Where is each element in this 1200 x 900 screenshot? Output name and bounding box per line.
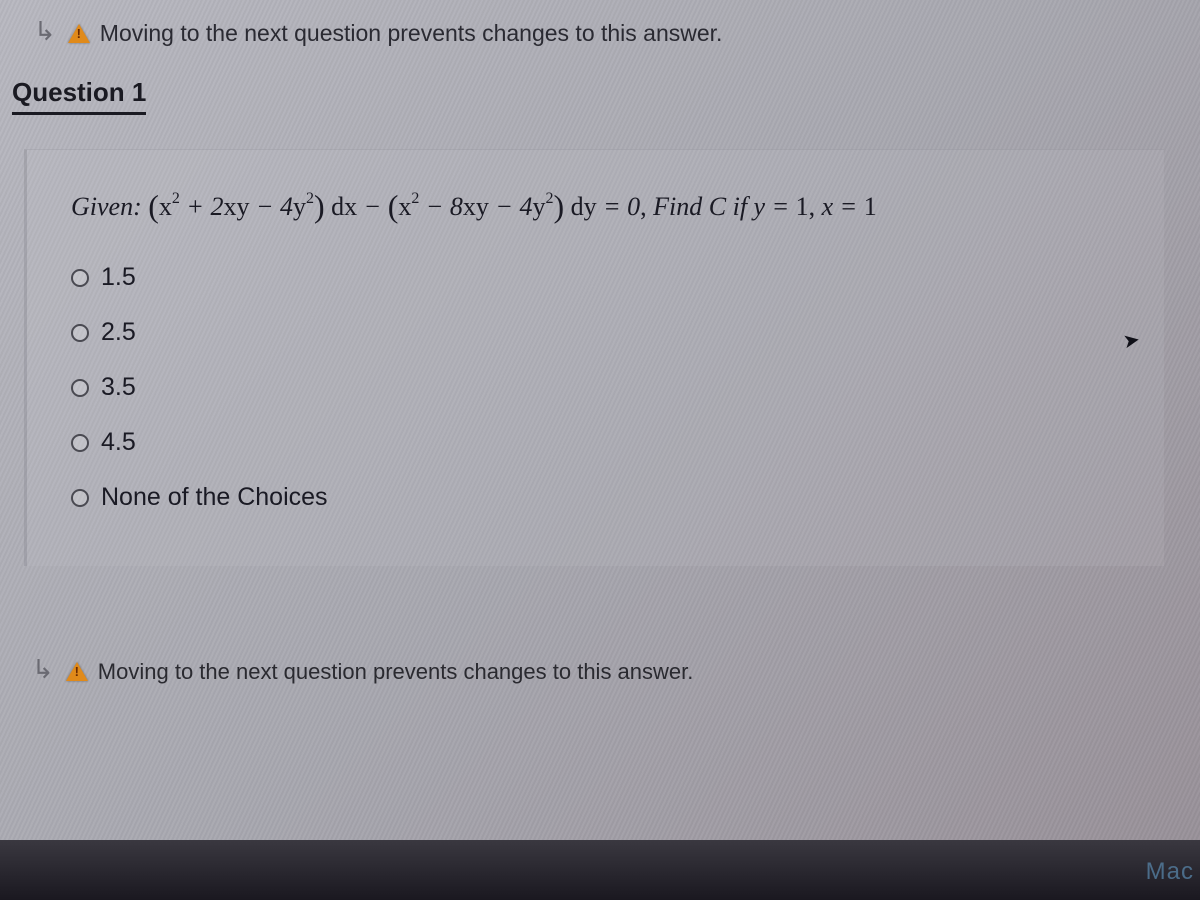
radio-icon	[71, 269, 89, 287]
radio-icon	[71, 489, 89, 507]
warning-icon	[66, 662, 88, 681]
option-2[interactable]: 2.5	[71, 318, 1130, 347]
question-prompt: Given: (x2 + 2xy − 4y2) dx − (x2 − 8xy −…	[71, 186, 1130, 223]
watermark-label: Mac	[1146, 858, 1194, 886]
question-box: Given: (x2 + 2xy − 4y2) dx − (x2 − 8xy −…	[24, 149, 1164, 566]
option-label: 3.5	[101, 373, 136, 402]
top-warning-row: ↳ Moving to the next question prevents c…	[34, 18, 1172, 49]
question-header: Question 1	[12, 77, 146, 115]
options-group: 1.5 2.5 3.5 4.5 None of the Choices	[71, 263, 1130, 512]
reply-arrow-icon: ↳	[34, 16, 56, 47]
option-5[interactable]: None of the Choices	[71, 483, 1130, 512]
bottom-dark-bar	[0, 840, 1200, 900]
radio-icon	[71, 434, 89, 452]
prompt-prefix: Given:	[71, 192, 148, 221]
radio-icon	[71, 324, 89, 342]
quiz-page: ↳ Moving to the next question prevents c…	[0, 0, 1200, 687]
warning-icon	[68, 24, 90, 43]
option-1[interactable]: 1.5	[71, 263, 1130, 292]
radio-icon	[71, 379, 89, 397]
option-label: None of the Choices	[101, 483, 328, 512]
reply-arrow-icon: ↳	[32, 654, 54, 685]
option-label: 1.5	[101, 263, 136, 292]
option-4[interactable]: 4.5	[71, 428, 1130, 457]
option-label: 2.5	[101, 318, 136, 347]
option-3[interactable]: 3.5	[71, 373, 1130, 402]
warning-text-bottom: Moving to the next question prevents cha…	[98, 659, 694, 685]
bottom-warning-row: ↳ Moving to the next question prevents c…	[32, 656, 1172, 687]
warning-text-top: Moving to the next question prevents cha…	[100, 20, 723, 47]
option-label: 4.5	[101, 428, 136, 457]
